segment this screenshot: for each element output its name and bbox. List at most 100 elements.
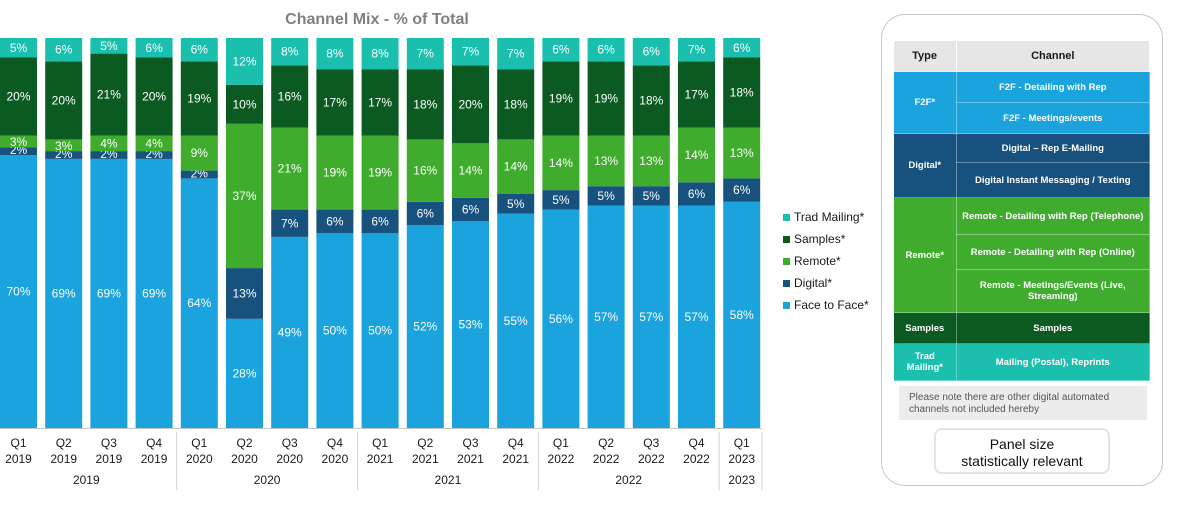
- data-label: 6%: [643, 45, 661, 59]
- bar-segment-facetoface: [452, 221, 489, 428]
- x-tick-year: 2022: [593, 452, 620, 466]
- data-label: 6%: [417, 207, 435, 221]
- bar-segment-facetoface: [678, 205, 715, 428]
- table-row: Trad Mailing* Mailing (Postal), Reprints: [893, 343, 1151, 381]
- note-text: Please note there are other digital auto…: [899, 386, 1147, 420]
- data-label: 14%: [549, 156, 573, 170]
- data-label: 6%: [145, 41, 163, 55]
- data-label: 69%: [52, 286, 76, 300]
- data-label: 17%: [323, 95, 347, 109]
- bar-segment-facetoface: [542, 209, 580, 428]
- data-label: 5%: [552, 193, 570, 207]
- data-label: 12%: [232, 54, 256, 68]
- channel-cell: Remote - Detailing with Rep (Online): [955, 234, 1151, 270]
- data-label: 13%: [594, 154, 618, 168]
- x-tick-quarter: Q1: [734, 436, 750, 450]
- data-label: 19%: [549, 91, 573, 105]
- channel-mix-chart: Channel Mix - % of Total 70%2%3%20%5%69%…: [0, 11, 763, 490]
- data-label: 6%: [191, 43, 209, 57]
- legend-item-trad-mailing: Trad Mailing*: [783, 206, 869, 228]
- data-label: 5%: [507, 197, 525, 211]
- bar-segment-tradmailing: [406, 38, 444, 70]
- bar-segment-digital: [180, 170, 218, 179]
- bar-segment-facetoface: [361, 233, 399, 428]
- data-label: 57%: [639, 310, 663, 324]
- data-label: 57%: [594, 310, 618, 324]
- data-label: 20%: [142, 90, 166, 104]
- bar-segment-remote: [0, 135, 37, 148]
- data-label: 14%: [504, 160, 528, 174]
- type-cell: Remote*: [893, 197, 957, 313]
- data-label: 6%: [597, 43, 615, 57]
- x-tick-year: 2022: [638, 452, 665, 466]
- panel-size-box: Panel size statistically relevant: [934, 428, 1110, 474]
- data-label: 3%: [55, 139, 73, 153]
- data-label: 5%: [597, 189, 615, 203]
- data-label: 17%: [684, 88, 708, 102]
- panel-size-line1: Panel size: [989, 436, 1055, 452]
- legend-label: Digital*: [794, 276, 833, 290]
- bar-segment-samples: [723, 57, 761, 128]
- bar-segment-tradmailing: [226, 38, 263, 85]
- bar-segment-remote: [406, 139, 444, 202]
- bar-segment-digital: [406, 201, 444, 226]
- bar-segment-tradmailing: [723, 38, 761, 58]
- legend-swatch: [783, 235, 790, 243]
- x-tick-quarter: Q2: [417, 436, 433, 450]
- year-group-label: 2022: [615, 473, 642, 487]
- table-row: F2F* F2F - Detailing with Rep: [893, 71, 1151, 134]
- x-tick-quarter: Q3: [282, 436, 298, 450]
- table-row: Samples Samples: [893, 312, 1151, 344]
- legend-swatch: [783, 279, 790, 287]
- bar-segment-digital: [361, 209, 399, 233]
- x-tick-year: 2021: [457, 452, 484, 466]
- type-cell: Trad Mailing*: [893, 343, 957, 381]
- channel-cell: F2F - Detailing with Rep: [955, 71, 1151, 103]
- channel-cell: Remote - Detailing with Rep (Telephone): [955, 197, 1151, 235]
- data-label: 49%: [278, 325, 302, 339]
- channel-cell: Digital Instant Messaging / Texting: [955, 162, 1151, 198]
- data-label: 21%: [97, 88, 121, 102]
- bar-segment-tradmailing: [678, 38, 715, 62]
- bar-segment-digital: [452, 197, 489, 222]
- bar-segment-digital: [135, 151, 173, 159]
- bar-segment-facetoface: [587, 205, 625, 428]
- data-label: 37%: [232, 189, 256, 203]
- x-tick-quarter: Q3: [643, 436, 659, 450]
- x-tick-year: 2022: [683, 452, 710, 466]
- x-tick-year: 2023: [728, 452, 755, 466]
- x-tick-quarter: Q4: [688, 436, 704, 450]
- legend-item-digital: Digital*: [783, 272, 869, 294]
- bar-segment-facetoface: [90, 158, 128, 428]
- x-tick-quarter: Q4: [508, 436, 524, 450]
- data-label: 69%: [97, 286, 121, 300]
- type-cell: Digital*: [893, 133, 957, 198]
- bar-segment-samples: [0, 57, 37, 136]
- x-tick-year: 2019: [141, 452, 168, 466]
- data-label: 28%: [232, 366, 256, 380]
- x-tick-year: 2020: [231, 452, 258, 466]
- legend-swatch: [783, 257, 790, 265]
- data-label: 64%: [187, 296, 211, 310]
- data-label: 13%: [730, 146, 754, 160]
- bar-segment-digital: [587, 186, 625, 206]
- data-label: 9%: [191, 146, 209, 160]
- bar-segment-tradmailing: [90, 38, 128, 54]
- bar-segment-samples: [316, 69, 354, 136]
- x-tick-year: 2022: [548, 452, 575, 466]
- bar-segment-remote: [678, 127, 715, 183]
- chart-title: Channel Mix - % of Total: [285, 11, 469, 28]
- bar-segment-samples: [632, 65, 670, 136]
- bar-segment-facetoface: [497, 213, 535, 428]
- bar-segment-tradmailing: [271, 38, 309, 66]
- data-label: 19%: [594, 91, 618, 105]
- table-row: Remote - Detailing with Rep (Online): [894, 234, 1151, 270]
- table-row: Digital Instant Messaging / Texting: [894, 162, 1151, 198]
- data-label: 16%: [278, 90, 302, 104]
- bar-segment-tradmailing: [361, 38, 399, 70]
- data-label: 18%: [639, 93, 663, 107]
- bar-segment-facetoface: [723, 201, 761, 428]
- bar-segment-remote: [226, 123, 263, 269]
- bar-segment-samples: [45, 61, 83, 140]
- bar-segment-facetoface: [632, 205, 670, 428]
